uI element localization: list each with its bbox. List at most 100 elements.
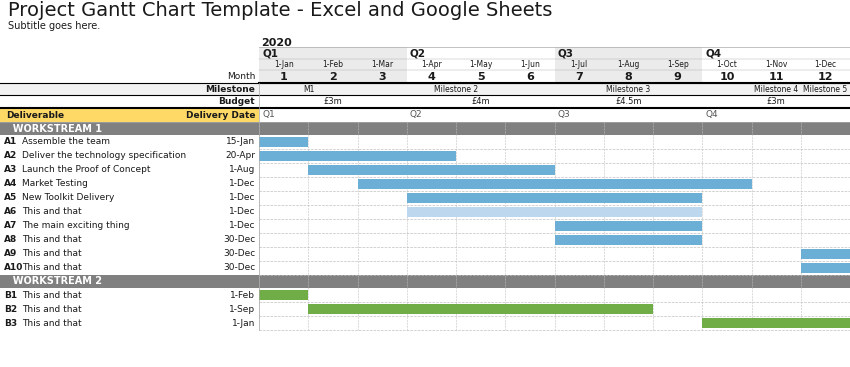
- Text: 30-Dec: 30-Dec: [223, 236, 255, 244]
- Text: £3m: £3m: [767, 97, 785, 106]
- Bar: [0, 316, 850, 330]
- Bar: [358, 179, 751, 189]
- Bar: [554, 70, 702, 83]
- Bar: [259, 290, 309, 300]
- Bar: [259, 59, 407, 70]
- Text: 1-Apr: 1-Apr: [422, 60, 442, 69]
- Text: A4: A4: [4, 179, 17, 189]
- Text: Deliver the technology specification: Deliver the technology specification: [22, 152, 186, 160]
- Bar: [259, 47, 407, 59]
- Text: Q4: Q4: [706, 110, 718, 120]
- Bar: [554, 47, 702, 59]
- Text: 1-Aug: 1-Aug: [229, 166, 255, 174]
- Bar: [309, 304, 653, 314]
- Text: Q1: Q1: [263, 110, 275, 120]
- Text: Delivery Date: Delivery Date: [186, 110, 255, 120]
- Text: Milestone 5: Milestone 5: [803, 84, 847, 94]
- Text: 1-May: 1-May: [469, 60, 492, 69]
- Bar: [407, 207, 702, 217]
- Text: 12: 12: [818, 72, 833, 81]
- Text: 1: 1: [280, 72, 288, 81]
- Text: A1: A1: [4, 138, 17, 146]
- Text: Q3: Q3: [558, 110, 570, 120]
- Text: B3: B3: [4, 319, 17, 327]
- Text: This and that: This and that: [22, 207, 82, 217]
- Text: 1-Feb: 1-Feb: [230, 291, 255, 299]
- Text: This and that: This and that: [22, 319, 82, 327]
- Text: The main exciting thing: The main exciting thing: [22, 222, 129, 230]
- Text: Launch the Proof of Concept: Launch the Proof of Concept: [22, 166, 150, 174]
- Text: This and that: This and that: [22, 236, 82, 244]
- Text: WORKSTREAM 2: WORKSTREAM 2: [6, 276, 102, 287]
- Bar: [0, 122, 850, 135]
- Text: 1-Sep: 1-Sep: [666, 60, 688, 69]
- Bar: [554, 122, 702, 330]
- Text: 10: 10: [719, 72, 734, 81]
- Text: 9: 9: [674, 72, 682, 81]
- Text: 1-Jul: 1-Jul: [570, 60, 588, 69]
- Text: 1-Jun: 1-Jun: [520, 60, 540, 69]
- Text: A10: A10: [4, 264, 23, 273]
- Text: Milestone 3: Milestone 3: [606, 84, 650, 94]
- Bar: [0, 83, 850, 95]
- Text: B1: B1: [4, 291, 17, 299]
- Text: This and that: This and that: [22, 291, 82, 299]
- Bar: [0, 205, 850, 219]
- Text: 6: 6: [526, 72, 534, 81]
- Text: 1-Oct: 1-Oct: [717, 60, 737, 69]
- Bar: [0, 288, 850, 302]
- Text: A2: A2: [4, 152, 17, 160]
- Text: Subtitle goes here.: Subtitle goes here.: [8, 21, 100, 31]
- Bar: [0, 177, 850, 191]
- Text: 1-Dec: 1-Dec: [229, 207, 255, 217]
- Text: 3: 3: [378, 72, 386, 81]
- Text: 5: 5: [477, 72, 484, 81]
- Text: 1-Sep: 1-Sep: [230, 305, 255, 313]
- Text: 2: 2: [329, 72, 337, 81]
- Bar: [0, 302, 850, 316]
- Text: £3m: £3m: [324, 97, 343, 106]
- Text: Assemble the team: Assemble the team: [22, 138, 110, 146]
- Text: 8: 8: [625, 72, 632, 81]
- Bar: [0, 275, 850, 288]
- Bar: [259, 122, 407, 330]
- Text: 20-Apr: 20-Apr: [225, 152, 255, 160]
- Text: Project Gantt Chart Template - Excel and Google Sheets: Project Gantt Chart Template - Excel and…: [8, 1, 552, 21]
- Text: M1: M1: [303, 84, 314, 94]
- Text: 1-Mar: 1-Mar: [371, 60, 394, 69]
- Text: 1-Dec: 1-Dec: [229, 222, 255, 230]
- Text: This and that: This and that: [22, 305, 82, 313]
- Text: 4: 4: [428, 72, 435, 81]
- Bar: [259, 151, 456, 161]
- Text: A6: A6: [4, 207, 17, 217]
- Text: £4m: £4m: [472, 97, 490, 106]
- Bar: [554, 59, 702, 70]
- Text: 1-Feb: 1-Feb: [323, 60, 343, 69]
- Text: New Toolkit Delivery: New Toolkit Delivery: [22, 193, 115, 203]
- Text: This and that: This and that: [22, 264, 82, 273]
- Bar: [801, 249, 850, 259]
- Text: 15-Jan: 15-Jan: [226, 138, 255, 146]
- Text: B2: B2: [4, 305, 17, 313]
- Bar: [259, 137, 309, 147]
- Text: Q2: Q2: [410, 110, 422, 120]
- Text: 7: 7: [575, 72, 583, 81]
- Text: Milestone 2: Milestone 2: [434, 84, 479, 94]
- Text: 1-Dec: 1-Dec: [229, 193, 255, 203]
- Text: Q3: Q3: [558, 48, 574, 58]
- Text: 2020: 2020: [261, 38, 292, 48]
- Text: Q2: Q2: [410, 48, 426, 58]
- Text: Budget: Budget: [218, 97, 255, 106]
- Text: Market Testing: Market Testing: [22, 179, 88, 189]
- Text: A3: A3: [4, 166, 17, 174]
- Text: 1-Jan: 1-Jan: [274, 60, 294, 69]
- Bar: [554, 235, 702, 245]
- Text: A7: A7: [4, 222, 17, 230]
- Text: 1-Dec: 1-Dec: [229, 179, 255, 189]
- Text: WORKSTREAM 1: WORKSTREAM 1: [6, 124, 102, 134]
- Text: A9: A9: [4, 250, 17, 258]
- Text: Deliverable: Deliverable: [6, 110, 64, 120]
- Bar: [259, 70, 407, 83]
- Text: 1-Aug: 1-Aug: [617, 60, 640, 69]
- Text: 1-Jan: 1-Jan: [232, 319, 255, 327]
